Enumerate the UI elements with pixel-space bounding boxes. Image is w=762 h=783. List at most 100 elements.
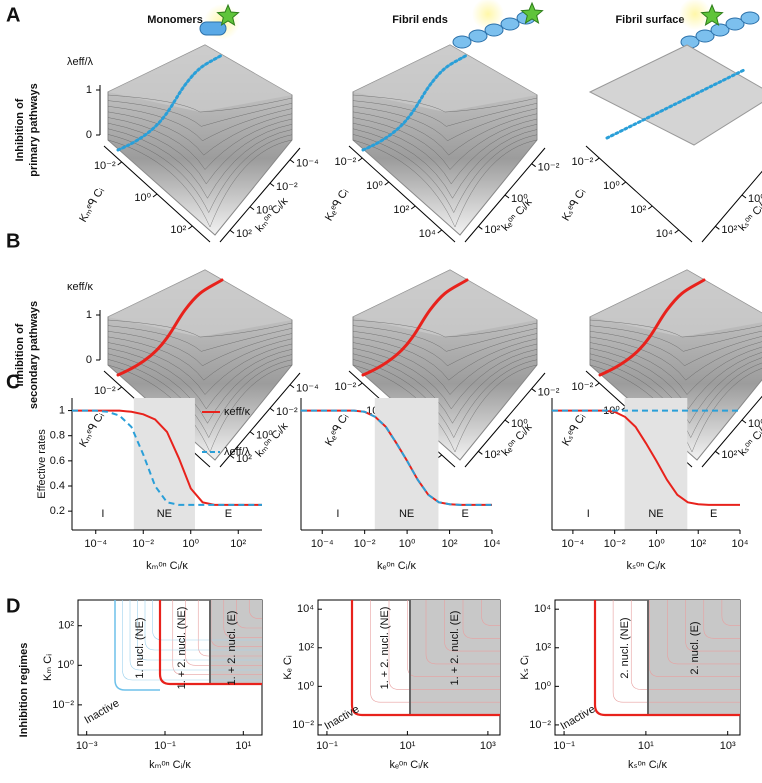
tick-label: 10⁻² (335, 381, 357, 393)
tick-label: 10⁰ (256, 430, 273, 442)
region-label: NE (157, 508, 172, 520)
region-label: E (710, 508, 717, 520)
tick-mark (504, 194, 510, 199)
tick-label: 10⁻⁴ (296, 158, 319, 170)
tick-label: 10² (484, 224, 500, 236)
y-axis-label: Kₘ Cᵢ (42, 654, 54, 681)
surface-path (598, 278, 706, 377)
y-axis-label: Kₑ Cᵢ (282, 655, 294, 679)
tick-label: 10² (484, 449, 500, 461)
region-label: 1. nucl. (NE) (134, 617, 146, 678)
tick-label: 10² (393, 204, 409, 216)
tick-mark (410, 205, 416, 210)
contour-line (612, 600, 740, 703)
contour-line (107, 353, 293, 424)
x-axis-label: kₑᵒⁿ Cᵢ/κ (377, 560, 417, 572)
x-axis-label: kₛᵒⁿ Cᵢ/κ (626, 560, 666, 572)
contour-line (388, 600, 500, 690)
contour-line (589, 342, 762, 395)
tick-mark (478, 450, 483, 455)
region-label: 1. + 2. nucl. (NE) (379, 607, 391, 690)
tick-mark (531, 388, 536, 393)
x-tick-label: 10² (690, 538, 706, 550)
tick-label: 10² (630, 204, 646, 216)
tick-label: 10² (721, 224, 737, 236)
y-tick-label: 10⁰ (534, 680, 551, 692)
tick-mark (741, 419, 747, 424)
surface-plateau (353, 45, 537, 112)
x-tick-label: 10⁻¹ (154, 740, 176, 752)
contour-line (107, 139, 293, 228)
y-tick-label: 0.6 (50, 455, 65, 467)
tick-label: 10⁻² (538, 387, 560, 399)
contour-line (370, 600, 500, 703)
legend-label: κeff/κ (224, 406, 251, 418)
y-tick-label: 0.2 (50, 505, 65, 517)
tick-label: 10⁴ (656, 228, 673, 240)
region-label: NE (648, 508, 663, 520)
contour-line (107, 100, 293, 127)
row-label-line: Inhibition regimes (18, 643, 30, 738)
contour-line (107, 134, 293, 214)
line-series (301, 409, 492, 506)
panel-letter: C (6, 371, 20, 393)
contour-line (352, 139, 538, 228)
contour-line (685, 600, 740, 652)
regime-plot: 1. + 2. nucl. (NE) 1. + 2. nucl. (E)Inact… (282, 599, 501, 771)
axis-label: Kₑᵉᑫ Cᵢ (323, 411, 351, 448)
shaded-region (133, 398, 195, 530)
icon-glow (679, 0, 711, 30)
contour-line (172, 600, 262, 675)
x-axis-label: kₑᵒⁿ Cᵢ/κ (389, 759, 429, 771)
z-axis-label: κeff/κ (67, 281, 94, 293)
contour-line (352, 353, 538, 424)
legend-label: λeff/λ (224, 446, 251, 458)
contour-line (107, 128, 293, 199)
tick-mark (152, 193, 158, 198)
contour-line (197, 600, 262, 657)
contour-line (210, 600, 262, 647)
x-tick-label: 10³ (720, 740, 736, 752)
axis-label: Kₑᵉᑫ Cᵢ (323, 186, 351, 223)
icon-bead (725, 17, 745, 31)
row-label: Inhibition regimes (18, 643, 30, 738)
icon-bead (468, 29, 488, 43)
icon-bead (740, 11, 760, 25)
tick-label: 0 (86, 129, 92, 141)
region-label: E (225, 508, 232, 520)
tick-mark (715, 450, 720, 455)
regime-boundary (158, 600, 262, 686)
shaded-region (374, 398, 439, 530)
tick-label: 10⁴ (419, 228, 436, 240)
x-tick-label: 10² (230, 538, 246, 550)
y-tick-label: 10⁰ (57, 659, 74, 671)
icons (199, 0, 760, 49)
tick-label: 10⁻² (276, 181, 298, 193)
contour-line (107, 359, 293, 439)
x-axis-label: kₘᵒⁿ Cᵢ/κ (149, 759, 191, 771)
tick-label: 10⁻² (94, 385, 116, 397)
tick-mark (229, 454, 235, 459)
contour-line (107, 342, 293, 395)
tick-label: 1 (86, 84, 92, 96)
axis-label: Kₘᵉᑫ Cᵢ (77, 185, 106, 224)
contour-line (630, 600, 740, 690)
x-tick-label: 10⁻³ (76, 740, 98, 752)
y-tick-label: 10⁴ (297, 603, 314, 615)
tick-label: 10⁰ (511, 193, 528, 205)
icon-monomer (199, 21, 227, 36)
contour-line (352, 128, 538, 199)
tick-mark (117, 386, 122, 391)
tick-mark (384, 181, 390, 186)
tick-mark (531, 163, 536, 168)
column-title: Fibril ends (392, 14, 448, 26)
regime-boundary (350, 600, 500, 717)
x-tick-label: 10⁻¹ (316, 740, 338, 752)
regime-boundary (114, 600, 160, 691)
contour-line (481, 600, 500, 626)
x-tick-label: 10² (442, 538, 458, 550)
